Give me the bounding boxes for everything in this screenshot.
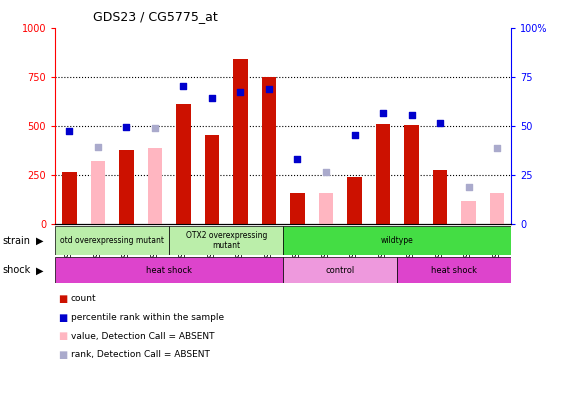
Bar — [461, 201, 476, 224]
Text: GDS23 / CG5775_at: GDS23 / CG5775_at — [93, 10, 218, 23]
Bar — [284, 257, 397, 283]
Bar — [55, 257, 284, 283]
Bar — [319, 193, 333, 224]
Bar — [376, 124, 390, 224]
Text: heat shock: heat shock — [146, 266, 192, 275]
Text: control: control — [325, 266, 355, 275]
Point — [65, 128, 74, 134]
Bar — [262, 77, 276, 224]
Point — [207, 95, 217, 101]
Point — [492, 145, 501, 151]
Text: otd overexpressing mutant: otd overexpressing mutant — [60, 236, 164, 245]
Text: ■: ■ — [58, 294, 67, 304]
Bar — [234, 59, 248, 224]
Bar — [433, 170, 447, 224]
Point — [179, 82, 188, 89]
Text: rank, Detection Call = ABSENT: rank, Detection Call = ABSENT — [71, 350, 210, 359]
Bar — [290, 193, 304, 224]
Point — [435, 120, 444, 126]
Text: heat shock: heat shock — [431, 266, 477, 275]
Bar — [119, 150, 134, 224]
Text: count: count — [71, 295, 96, 303]
Text: ■: ■ — [58, 350, 67, 360]
Point — [264, 86, 274, 93]
Bar — [347, 177, 361, 224]
Point — [122, 124, 131, 130]
Point — [293, 156, 302, 162]
Text: OTX2 overexpressing
mutant: OTX2 overexpressing mutant — [185, 231, 267, 250]
Bar — [91, 161, 105, 224]
Text: value, Detection Call = ABSENT: value, Detection Call = ABSENT — [71, 332, 214, 341]
Text: wildtype: wildtype — [381, 236, 414, 245]
Bar — [397, 257, 511, 283]
Text: ■: ■ — [58, 312, 67, 323]
Bar — [62, 172, 77, 224]
Bar — [55, 226, 169, 255]
Point — [350, 131, 359, 138]
Bar — [205, 135, 219, 224]
Bar — [404, 125, 419, 224]
Bar — [490, 193, 504, 224]
Point — [464, 184, 473, 190]
Text: percentile rank within the sample: percentile rank within the sample — [71, 313, 224, 322]
Bar — [284, 226, 511, 255]
Text: ▶: ▶ — [36, 265, 43, 275]
Point — [150, 124, 160, 131]
Bar — [177, 104, 191, 224]
Bar — [169, 226, 284, 255]
Point — [378, 110, 388, 116]
Text: ▶: ▶ — [36, 236, 43, 246]
Point — [407, 112, 416, 118]
Text: ■: ■ — [58, 331, 67, 341]
Text: shock: shock — [3, 265, 31, 275]
Point — [321, 169, 331, 175]
Point — [236, 89, 245, 95]
Point — [94, 144, 103, 150]
Text: strain: strain — [3, 236, 31, 246]
Bar — [148, 148, 162, 224]
